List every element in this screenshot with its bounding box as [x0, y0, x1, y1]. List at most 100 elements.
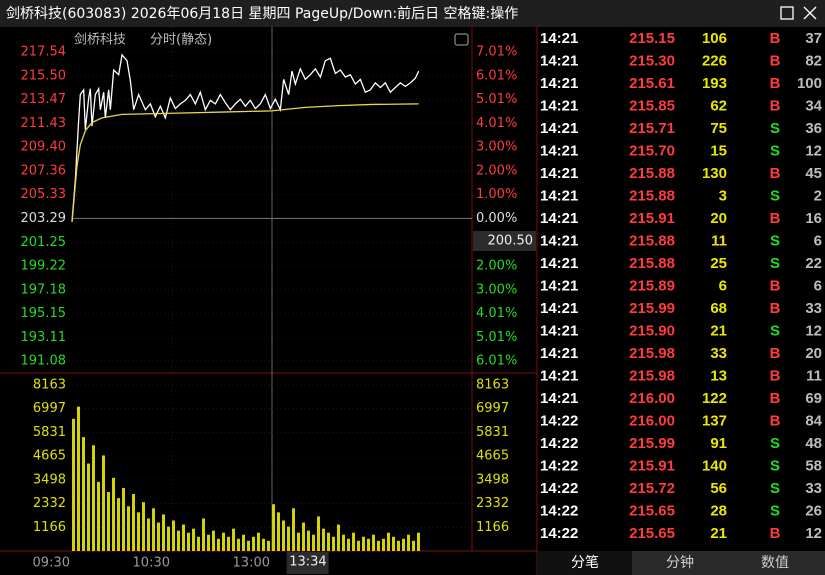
- tab-active[interactable]: [537, 551, 632, 575]
- volume-tick-label: 8163: [33, 378, 66, 393]
- tab-label[interactable]: 分钟: [666, 554, 694, 571]
- trade-count: 12: [805, 142, 822, 159]
- trade-volume: 21: [710, 322, 727, 339]
- volume-bar: [112, 477, 115, 551]
- trade-volume: 62: [710, 97, 727, 114]
- volume-bar: [357, 540, 360, 551]
- trade-side: S: [770, 232, 780, 249]
- volume-bar: [282, 520, 285, 551]
- trade-time: 14:22: [540, 525, 578, 542]
- trade-volume: 130: [702, 165, 727, 182]
- trade-volume: 91: [710, 435, 727, 452]
- trade-count: 12: [805, 525, 822, 542]
- tab[interactable]: [727, 551, 825, 575]
- trade-price: 215.91: [629, 457, 675, 474]
- trade-side: B: [770, 210, 781, 227]
- y-pct-label: 3.00%: [476, 140, 517, 155]
- tab[interactable]: [632, 551, 727, 575]
- volume-tick-label: 6997: [33, 401, 66, 416]
- volume-bar: [127, 506, 130, 551]
- trade-count: 12: [805, 322, 822, 339]
- trade-side: B: [770, 345, 781, 362]
- trade-time: 14:22: [540, 412, 578, 429]
- volume-bar: [232, 528, 235, 551]
- trade-side: B: [770, 52, 781, 69]
- volume-bar: [257, 532, 260, 551]
- trade-time: 14:21: [540, 187, 578, 204]
- trade-time: 14:21: [540, 232, 578, 249]
- volume-bar: [302, 522, 305, 551]
- trade-side: B: [770, 30, 781, 47]
- trade-side: S: [770, 120, 780, 137]
- trade-volume: 226: [702, 52, 727, 69]
- trade-time: 14:21: [540, 300, 578, 317]
- y-pct-label: 5.01%: [476, 330, 517, 345]
- trade-volume: 137: [702, 412, 727, 429]
- volume-bar: [362, 536, 365, 551]
- volume-bar: [122, 487, 125, 551]
- toggle-icon[interactable]: [454, 33, 469, 46]
- trade-side: S: [770, 322, 780, 339]
- trade-side: B: [770, 97, 781, 114]
- trade-time: 14:21: [540, 52, 578, 69]
- trade-volume: 140: [702, 457, 727, 474]
- window-title: 剑桥科技(603083) 2026年06月18日 星期四 PageUp/Down…: [6, 5, 518, 22]
- cursor-time-box: [286, 552, 329, 574]
- trade-time: 14:21: [540, 75, 578, 92]
- volume-bar: [117, 498, 120, 551]
- trade-count: 45: [805, 165, 822, 182]
- trade-count: 16: [805, 210, 822, 227]
- volume-tick-label: 3498: [33, 472, 66, 487]
- tab-label[interactable]: 数值: [761, 555, 789, 571]
- trade-price: 215.30: [629, 52, 675, 69]
- trade-side: B: [770, 525, 781, 542]
- trade-volume: 75: [710, 120, 727, 137]
- trade-time: 14:22: [540, 457, 578, 474]
- volume-bar: [72, 418, 75, 551]
- trade-price: 215.91: [629, 210, 675, 227]
- volume-bar: [327, 532, 330, 551]
- price-line: [71, 53, 420, 222]
- tab-label[interactable]: 分笔: [571, 555, 599, 571]
- volume-tick-label: 5831: [33, 425, 66, 440]
- x-tick-label: 10:30: [133, 556, 170, 571]
- volume-bar: [137, 512, 140, 551]
- trade-time: 14:21: [540, 390, 578, 407]
- volume-bar: [172, 520, 175, 551]
- volume-bar: [342, 534, 345, 551]
- trade-price: 215.88: [629, 232, 675, 249]
- average-line: [71, 103, 419, 222]
- volume-bar: [192, 528, 195, 551]
- trade-count: 6: [814, 277, 822, 294]
- close-button[interactable]: [803, 6, 817, 20]
- trade-volume: 6: [719, 277, 727, 294]
- trade-time: 14:21: [540, 210, 578, 227]
- volume-tick-label: 4665: [33, 449, 66, 464]
- volume-bar: [382, 538, 385, 551]
- trade-count: 2: [814, 187, 822, 204]
- volume-bar: [217, 538, 220, 551]
- trade-side: B: [770, 390, 781, 407]
- y-tick-label: 207.36: [21, 163, 67, 178]
- volume-bar: [392, 536, 395, 551]
- x-tick-label: 13:00: [233, 556, 270, 571]
- volume-tick-label: 5831: [476, 425, 509, 440]
- volume-bar: [297, 532, 300, 551]
- trade-volume: 28: [710, 502, 727, 519]
- maximize-button[interactable]: [780, 6, 794, 20]
- volume-bar: [142, 502, 145, 551]
- trade-side: B: [770, 165, 781, 182]
- chart-mode: 分时(静态): [150, 33, 212, 48]
- stock-name: 剑桥科技: [74, 32, 126, 48]
- y-tick-label: 209.40: [21, 140, 67, 155]
- trade-volume: 25: [710, 255, 727, 272]
- volume-bar: [337, 524, 340, 551]
- y-pct-label: 4.01%: [476, 116, 517, 131]
- trade-price: 216.00: [629, 412, 675, 429]
- trade-price: 216.00: [629, 390, 675, 407]
- volume-tick-label: 3498: [476, 472, 509, 487]
- volume-bar: [352, 532, 355, 551]
- trade-side: S: [770, 480, 780, 497]
- volume-bar: [317, 516, 320, 551]
